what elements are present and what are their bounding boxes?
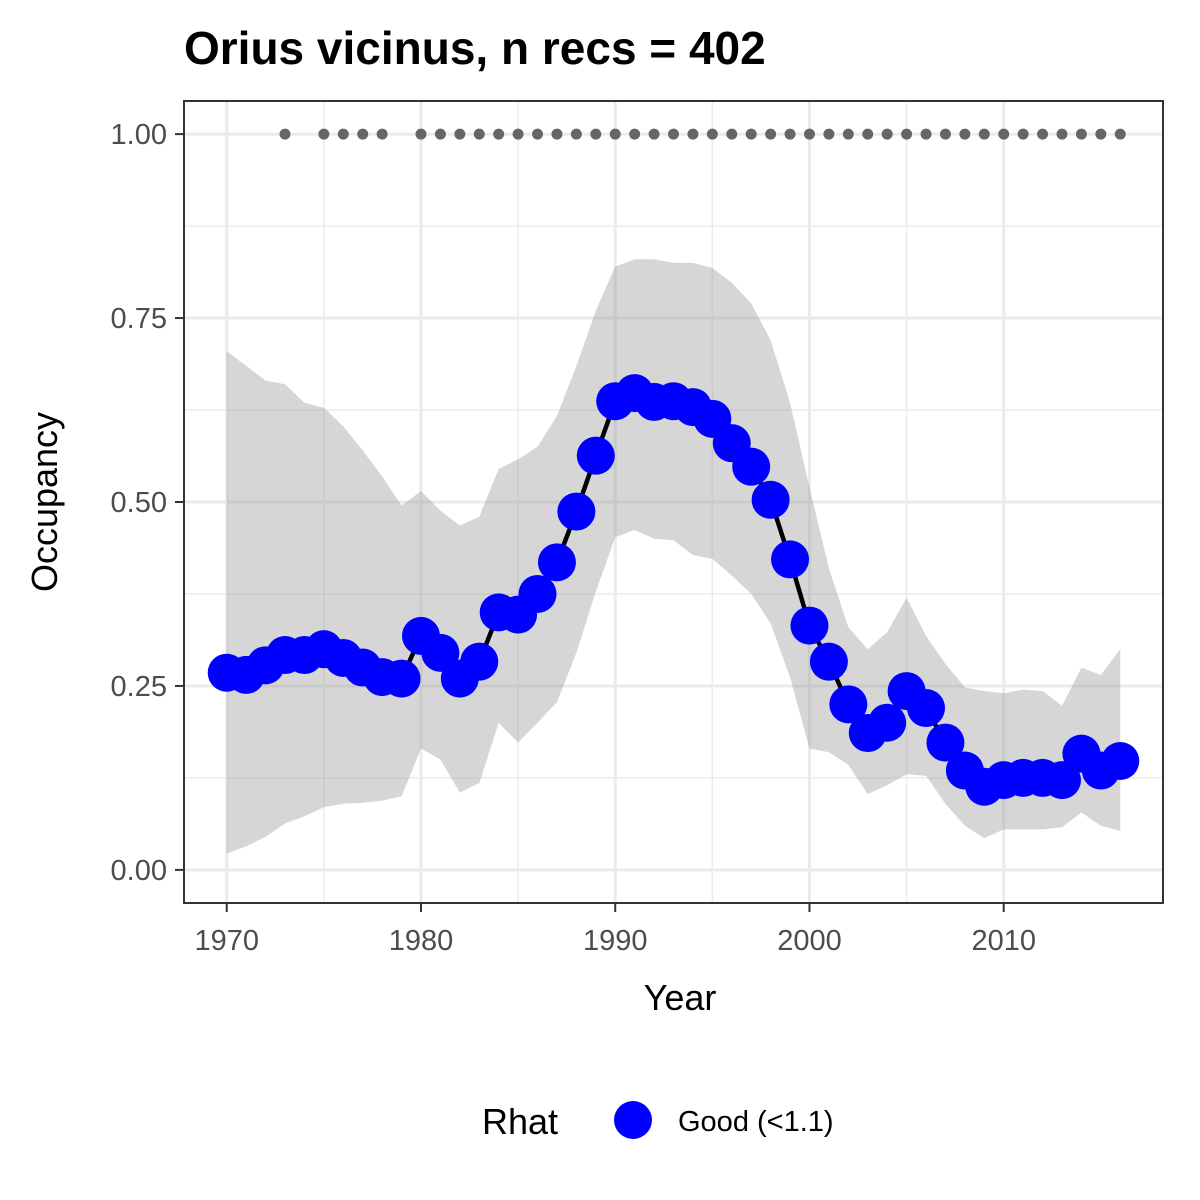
occupancy-point [771, 540, 810, 579]
occupancy-points-layer [207, 374, 1140, 806]
record-dot [706, 128, 718, 140]
record-dot [473, 128, 485, 140]
occupancy-point [460, 642, 499, 681]
record-dot [512, 128, 524, 140]
record-dot [842, 128, 854, 140]
record-dot [376, 128, 388, 140]
record-dot [823, 128, 835, 140]
record-dot [881, 128, 893, 140]
y-tick-label: 0.50 [111, 487, 167, 519]
occupancy-point [790, 606, 829, 645]
record-dot [493, 128, 505, 140]
record-dot [745, 128, 757, 140]
chart-title: Orius vicinus, n recs = 402 [184, 22, 766, 74]
y-tick-label: 0.00 [111, 855, 167, 887]
record-dot [551, 128, 563, 140]
y-axis-title: Occupancy [24, 412, 65, 592]
confidence-band [226, 259, 1121, 854]
record-dot [668, 128, 679, 140]
record-dot [978, 128, 990, 140]
record-dot [803, 128, 815, 140]
occupancy-point [868, 703, 907, 742]
record-dot [687, 128, 699, 140]
record-dot [998, 128, 1010, 140]
plot-panel [183, 100, 1164, 904]
occupancy-point [421, 633, 460, 672]
x-tick-label: 2000 [777, 925, 842, 957]
x-tick-label: 1990 [583, 925, 648, 957]
record-dot [318, 128, 330, 140]
y-tick-label: 0.25 [111, 671, 167, 703]
legend-label-good: Good (<1.1) [678, 1106, 834, 1138]
occupancy-point [809, 642, 848, 681]
x-tick-label: 1980 [389, 925, 454, 957]
record-dot [434, 128, 446, 140]
x-axis: 1970 1980 1990 2000 2010 [194, 903, 1036, 957]
record-dot [920, 128, 932, 140]
record-dot [901, 128, 913, 140]
occupancy-point [518, 574, 557, 613]
legend-title: Rhat [482, 1101, 558, 1142]
record-dot [590, 128, 602, 140]
occupancy-point [537, 543, 576, 582]
occupancy-point [382, 659, 421, 698]
record-dot [609, 128, 621, 140]
x-tick-label: 1970 [194, 925, 259, 957]
record-dot [1037, 128, 1049, 140]
occupancy-point [576, 436, 615, 475]
record-dot [1075, 128, 1087, 140]
y-tick-label: 1.00 [111, 119, 167, 151]
x-tick-label: 2010 [971, 925, 1036, 957]
occupancy-point [1042, 761, 1081, 800]
x-axis-title: Year [644, 977, 717, 1018]
record-dot [765, 128, 777, 140]
confidence-band-layer [226, 259, 1121, 854]
record-dot [1114, 128, 1126, 140]
occupancy-point [732, 447, 771, 486]
record-dot [337, 128, 349, 140]
record-dot [726, 128, 738, 140]
record-dot [454, 128, 466, 140]
record-dot [532, 128, 544, 140]
record-dot [629, 128, 641, 140]
record-dot [1056, 128, 1068, 140]
occupancy-point [557, 492, 596, 531]
records-layer [279, 128, 1126, 140]
legend: Rhat Good (<1.1) [482, 1101, 834, 1142]
legend-key-good [614, 1101, 652, 1139]
record-dot [939, 128, 951, 140]
occupancy-point [829, 685, 868, 724]
record-dot [1017, 128, 1029, 140]
record-dot [648, 128, 660, 140]
record-dot [279, 128, 291, 140]
record-dot [784, 128, 796, 140]
record-dot [1095, 128, 1107, 140]
record-dot [570, 128, 582, 140]
record-dot [357, 128, 369, 140]
record-dot [959, 128, 971, 140]
occupancy-point [907, 689, 946, 728]
occupancy-point [751, 480, 790, 519]
occupancy-point [926, 723, 965, 762]
occupancy-point [1101, 741, 1140, 780]
y-tick-label: 0.75 [111, 303, 167, 335]
y-axis: 0.00 0.25 0.50 0.75 1.00 [111, 119, 184, 887]
record-dot [862, 128, 874, 140]
record-dot [415, 128, 427, 140]
